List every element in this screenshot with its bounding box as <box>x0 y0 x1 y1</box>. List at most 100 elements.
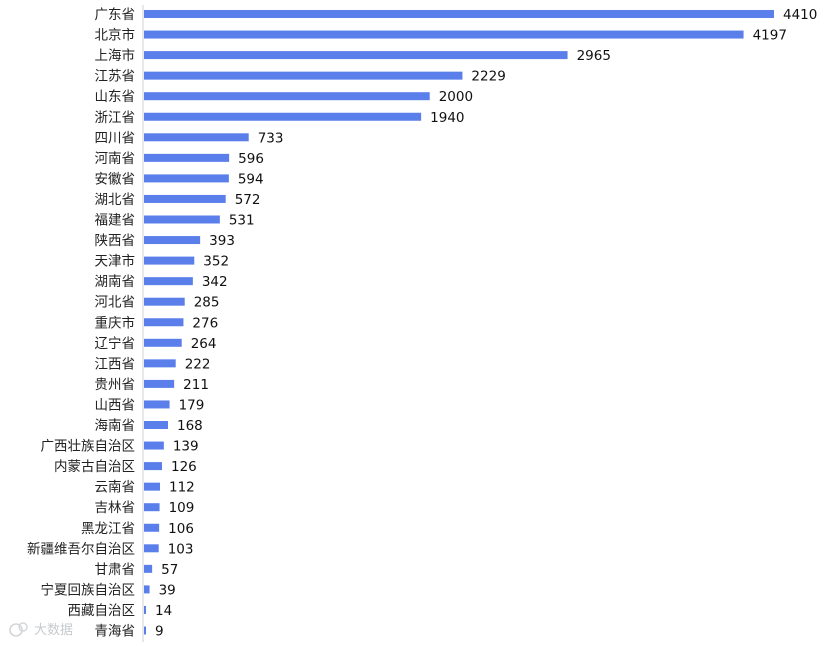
value-label: 733 <box>258 130 284 146</box>
bar <box>144 92 430 101</box>
value-label: 106 <box>168 521 194 537</box>
category-label: 山东省 <box>95 89 136 105</box>
category-label: 北京市 <box>95 27 136 44</box>
category-label: 内蒙古自治区 <box>54 459 135 475</box>
value-label: 596 <box>238 151 264 167</box>
category-label: 甘肃省 <box>95 562 136 578</box>
category-label: 河南省 <box>95 151 136 167</box>
category-label: 山西省 <box>95 397 136 413</box>
watermark-text: 大数据 <box>34 623 74 638</box>
value-label: 179 <box>179 397 205 413</box>
category-label: 广西壮族自治区 <box>41 439 136 455</box>
bar <box>144 585 150 594</box>
value-label: 264 <box>191 336 217 352</box>
value-label: 57 <box>161 562 178 578</box>
bar <box>144 462 162 471</box>
category-label: 上海市 <box>95 47 136 64</box>
bar <box>144 421 168 429</box>
value-label: 594 <box>238 171 264 187</box>
category-label: 福建省 <box>95 213 136 229</box>
value-label: 2229 <box>471 69 505 85</box>
value-label: 1940 <box>430 110 464 126</box>
value-label: 531 <box>229 213 255 229</box>
value-label: 14 <box>155 603 172 619</box>
value-label: 352 <box>203 254 229 270</box>
bar <box>144 112 422 121</box>
value-label: 4410 <box>783 7 817 23</box>
value-label: 2965 <box>577 48 611 64</box>
bar <box>144 71 463 80</box>
value-label: 285 <box>194 295 220 311</box>
watermark: 大数据 <box>8 619 73 638</box>
bar <box>144 523 160 532</box>
category-label: 广东省 <box>95 7 136 23</box>
category-label: 青海省 <box>95 624 136 640</box>
bar <box>144 544 159 553</box>
category-label: 辽宁省 <box>95 335 136 352</box>
category-label: 四川省 <box>95 130 136 146</box>
category-label: 海南省 <box>95 418 136 434</box>
category-label: 陕西省 <box>95 233 136 249</box>
bar <box>144 236 201 245</box>
watermark-logo-icon <box>9 621 28 637</box>
bar <box>144 51 568 60</box>
bar <box>144 503 160 512</box>
bar <box>144 153 230 162</box>
category-label: 江苏省 <box>95 69 136 85</box>
bar <box>144 564 153 573</box>
value-label: 9 <box>155 624 164 640</box>
category-label: 新疆维吾尔自治区 <box>27 541 135 557</box>
value-label: 572 <box>235 192 261 208</box>
category-label: 浙江省 <box>95 110 136 126</box>
value-label: 139 <box>173 439 199 455</box>
bar <box>144 256 195 265</box>
value-label: 103 <box>168 541 194 557</box>
value-label: 39 <box>159 582 176 598</box>
value-label: 276 <box>192 315 218 331</box>
bar <box>144 400 170 409</box>
bar <box>144 277 193 286</box>
bar <box>144 482 160 491</box>
category-label: 江西省 <box>95 356 136 372</box>
category-label: 湖北省 <box>95 192 136 208</box>
category-labels: 广东省北京市上海市江苏省山东省浙江省四川省河南省安徽省湖北省福建省陕西省天津市湖… <box>27 7 135 640</box>
bar <box>144 626 146 635</box>
bars-group <box>144 10 774 635</box>
bar <box>144 133 249 142</box>
bar <box>144 215 220 224</box>
category-label: 宁夏回族自治区 <box>41 581 136 598</box>
category-label: 西藏自治区 <box>68 603 136 619</box>
value-label: 109 <box>169 500 195 516</box>
bar <box>144 318 184 327</box>
category-label: 天津市 <box>95 253 136 270</box>
bar <box>144 174 229 183</box>
value-label: 393 <box>209 233 235 249</box>
bar <box>144 297 185 306</box>
category-label: 黑龙江省 <box>81 521 135 537</box>
value-label: 222 <box>185 356 211 372</box>
bar <box>144 605 146 614</box>
value-label: 126 <box>171 459 197 475</box>
value-label: 112 <box>169 480 195 496</box>
value-labels: 4410419729652229200019407335965945725313… <box>155 7 817 640</box>
value-label: 342 <box>202 274 228 290</box>
category-label: 吉林省 <box>95 500 136 516</box>
value-label: 4197 <box>753 28 787 44</box>
value-label: 211 <box>183 377 209 393</box>
bar <box>144 10 774 18</box>
bar <box>144 338 182 347</box>
category-label: 湖南省 <box>95 274 136 290</box>
category-label: 云南省 <box>95 480 136 496</box>
value-label: 168 <box>177 418 203 434</box>
bar <box>144 441 164 450</box>
bar <box>144 194 226 203</box>
value-label: 2000 <box>439 89 473 105</box>
bar <box>144 359 176 368</box>
bar <box>144 379 175 388</box>
category-label: 河北省 <box>95 295 136 311</box>
category-label: 重庆市 <box>95 314 136 331</box>
category-label: 安徽省 <box>95 171 136 187</box>
category-label: 贵州省 <box>95 377 136 393</box>
bar <box>144 30 744 39</box>
